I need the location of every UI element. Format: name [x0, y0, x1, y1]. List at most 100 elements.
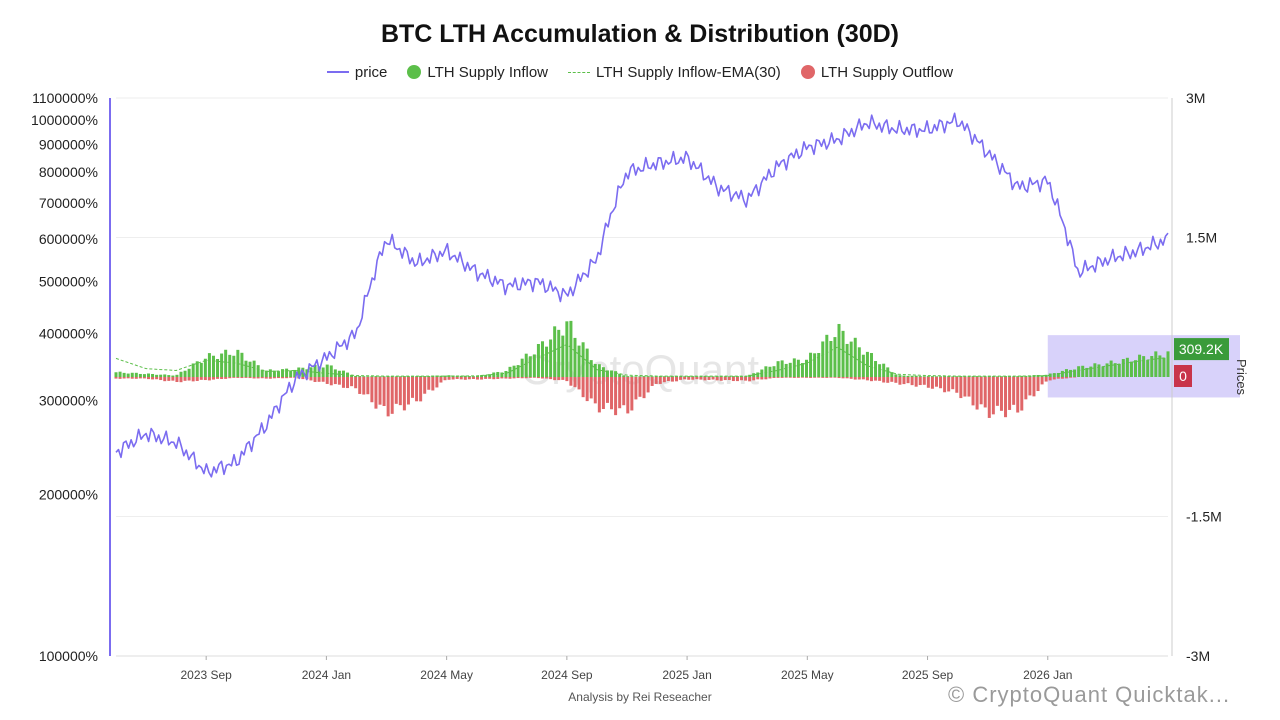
inflow-bar — [597, 364, 601, 377]
outflow-bar — [1028, 377, 1032, 396]
outflow-bar — [488, 377, 492, 379]
inflow-bar — [1085, 367, 1089, 377]
outflow-bar — [902, 377, 906, 385]
outflow-bar — [963, 377, 967, 397]
inflow-bar — [272, 370, 276, 377]
inflow-bar — [256, 365, 260, 377]
outflow-bar — [809, 377, 813, 378]
legend-item-ema[interactable]: LTH Supply Inflow-EMA(30) — [568, 64, 781, 81]
outflow-bar — [540, 377, 544, 379]
outflow-value-tag-label: 0 — [1179, 368, 1187, 384]
legend-item-outflow[interactable]: LTH Supply Outflow — [800, 63, 954, 81]
inflow-bar — [849, 341, 853, 377]
inflow-bar — [467, 376, 471, 377]
left-axis-tick-label: 800000% — [39, 164, 98, 180]
inflow-bar — [666, 376, 670, 377]
outflow-bar — [597, 377, 601, 413]
outflow-bar — [646, 377, 650, 393]
inflow-bar — [337, 370, 341, 377]
inflow-bar — [963, 376, 967, 377]
inflow-bar — [264, 370, 268, 377]
legend-label: LTH Supply Outflow — [820, 63, 954, 81]
outflow-bar — [382, 377, 386, 407]
inflow-bar — [520, 358, 524, 377]
inflow-bar — [358, 376, 362, 377]
outflow-bar — [947, 377, 951, 392]
outflow-bar — [711, 377, 715, 380]
outflow-bar — [1056, 377, 1060, 379]
inflow-bar — [878, 364, 882, 377]
outflow-bar — [268, 377, 272, 379]
outflow-bar — [561, 377, 565, 380]
inflow-bar — [321, 367, 325, 377]
outflow-bar — [622, 377, 626, 406]
inflow-bar — [480, 375, 484, 377]
inflow-bar — [305, 369, 309, 377]
inflow-bar — [146, 373, 150, 377]
outflow-bar — [703, 377, 707, 381]
outflow-bar — [130, 377, 134, 379]
inflow-bar — [151, 373, 155, 377]
inflow-bar — [1093, 363, 1097, 377]
outflow-bar — [975, 377, 979, 410]
outflow-bar — [179, 377, 183, 383]
legend-item-price[interactable]: price — [326, 63, 388, 81]
inflow-bar — [1073, 369, 1077, 377]
outflow-bar — [374, 377, 378, 409]
inflow-bar — [589, 360, 593, 377]
outflow-bar — [394, 377, 398, 404]
outflow-bar — [837, 377, 841, 379]
outflow-bar — [764, 377, 768, 380]
ema-layer — [115, 343, 1169, 377]
inflow-bar — [569, 320, 573, 377]
outflow-bar — [528, 377, 532, 378]
inflow-bar — [573, 337, 577, 377]
inflow-bar — [857, 347, 861, 377]
inflow-bar — [630, 376, 634, 377]
legend-item-inflow[interactable]: LTH Supply Inflow — [407, 64, 548, 81]
outflow-bar — [195, 377, 199, 381]
legend-dot-icon — [800, 65, 815, 79]
inflow-bar — [378, 376, 382, 377]
inflow-bar — [865, 351, 869, 377]
inflow-bar — [1158, 355, 1162, 377]
legend-label: LTH Supply Inflow — [427, 63, 549, 81]
inflow-bar — [695, 376, 699, 377]
inflow-bar — [313, 364, 317, 377]
inflow-bar — [423, 376, 427, 377]
inflow-bar — [605, 370, 609, 377]
outflow-bar — [146, 377, 150, 380]
inflow-bar — [622, 375, 626, 377]
outflow-bar — [536, 377, 540, 379]
inflow-bar — [179, 371, 183, 377]
inflow-bar — [691, 376, 695, 377]
outflow-bar — [1048, 377, 1052, 381]
left-axis-tick-label: 600000% — [39, 231, 98, 247]
outflow-bar — [155, 377, 159, 380]
outflow-bar — [796, 377, 800, 378]
inflow-bar — [902, 375, 906, 377]
outflow-bar — [967, 377, 971, 397]
outflow-bar — [1004, 377, 1008, 418]
legend-label: price — [354, 63, 388, 81]
inflow-bar — [833, 337, 837, 377]
outflow-bar — [687, 377, 691, 380]
inflow-bar — [1008, 376, 1012, 377]
inflow-bar — [163, 374, 167, 377]
x-axis-tick-label: 2025 Jan — [662, 668, 711, 682]
outflow-bar — [309, 377, 313, 381]
inflow-bar — [1040, 375, 1044, 377]
inflow-bar — [687, 376, 691, 377]
outflow-bar — [285, 377, 289, 379]
outflow-bar — [362, 377, 366, 395]
outflow-bar — [886, 377, 890, 383]
inflow-bar — [1069, 369, 1073, 377]
outflow-bar — [228, 377, 232, 379]
x-axis-tick-label: 2023 Sep — [180, 668, 232, 682]
outflow-bar — [386, 377, 390, 417]
outflow-bar — [447, 377, 451, 380]
outflow-bar — [504, 377, 508, 379]
inflow-bar — [549, 339, 553, 377]
outflow-bar — [890, 377, 894, 382]
outflow-bar — [614, 377, 618, 416]
